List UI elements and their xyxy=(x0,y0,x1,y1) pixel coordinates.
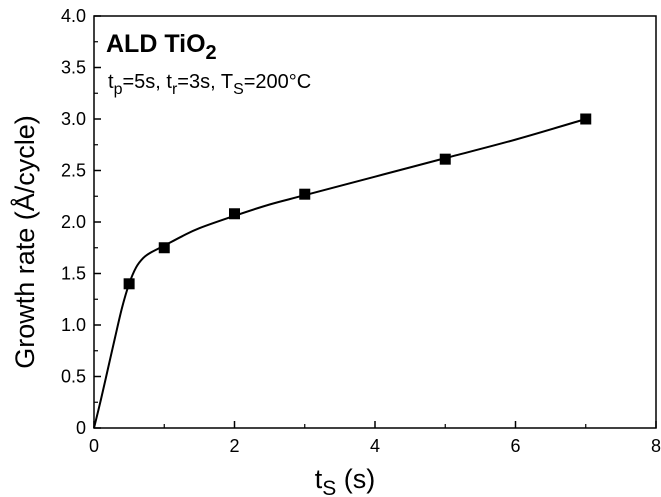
y-tick-label: 1.0 xyxy=(61,315,86,335)
y-tick-label: 3.5 xyxy=(61,58,86,78)
data-point-marker xyxy=(440,154,451,165)
data-point-marker xyxy=(159,242,170,253)
y-tick-label: 0 xyxy=(76,418,86,438)
annotation-title: ALD TiO2 xyxy=(106,30,217,64)
data-point-marker xyxy=(124,278,135,289)
series-layer xyxy=(94,114,591,429)
x-axis-title: tS (s) xyxy=(315,464,376,497)
y-tick-label: 4.0 xyxy=(61,6,86,26)
y-axis-ticks: 0 0.5 1.0 1.5 2.0 2.5 3.0 3.5 4.0 xyxy=(61,6,101,438)
x-tick-label: 6 xyxy=(510,436,520,456)
data-point-marker xyxy=(229,208,240,219)
x-tick-label: 8 xyxy=(651,436,661,456)
annotation-conditions: tp=5s, tr=3s, TS=200°C xyxy=(108,71,311,98)
fit-curve xyxy=(94,119,586,428)
data-point-marker xyxy=(299,189,310,200)
y-tick-label: 0.5 xyxy=(61,367,86,387)
y-tick-label: 2.5 xyxy=(61,161,86,181)
x-axis-ticks: 0 2 4 6 8 xyxy=(89,421,661,456)
y-axis-title: Growth rate (Å/cycle) xyxy=(9,115,40,369)
data-point-marker xyxy=(580,114,591,125)
y-tick-label: 3.0 xyxy=(61,109,86,129)
x-tick-label: 2 xyxy=(229,436,239,456)
x-tick-label: 0 xyxy=(89,436,99,456)
y-tick-label: 2.0 xyxy=(61,212,86,232)
y-tick-label: 1.5 xyxy=(61,264,86,284)
chart-annotation: ALD TiO2 tp=5s, tr=3s, TS=200°C xyxy=(106,30,311,98)
x-tick-label: 4 xyxy=(370,436,380,456)
